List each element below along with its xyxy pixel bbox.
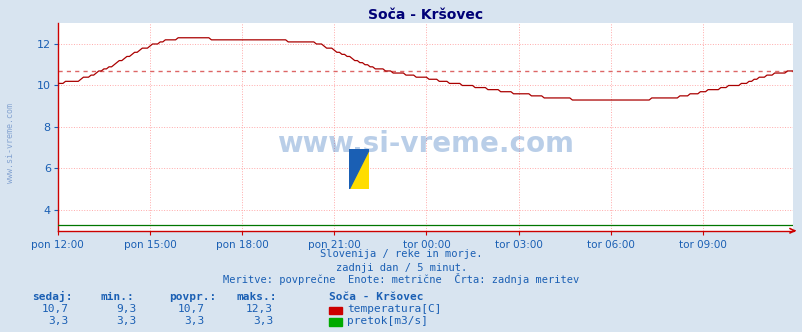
Text: zadnji dan / 5 minut.: zadnji dan / 5 minut.	[335, 263, 467, 273]
Text: Meritve: povprečne  Enote: metrične  Črta: zadnja meritev: Meritve: povprečne Enote: metrične Črta:…	[223, 273, 579, 285]
Text: 9,3: 9,3	[116, 304, 136, 314]
Text: 3,3: 3,3	[253, 316, 273, 326]
Text: 3,3: 3,3	[184, 316, 205, 326]
Text: 3,3: 3,3	[116, 316, 136, 326]
Text: 3,3: 3,3	[48, 316, 68, 326]
Text: 10,7: 10,7	[41, 304, 68, 314]
Text: 12,3: 12,3	[245, 304, 273, 314]
Text: 10,7: 10,7	[177, 304, 205, 314]
Text: Slovenija / reke in morje.: Slovenija / reke in morje.	[320, 249, 482, 259]
Text: povpr.:: povpr.:	[168, 292, 216, 302]
Text: pretok[m3/s]: pretok[m3/s]	[346, 316, 427, 326]
Text: maks.:: maks.:	[237, 292, 277, 302]
Text: min.:: min.:	[100, 292, 134, 302]
Title: Soča - Kršovec: Soča - Kršovec	[367, 8, 482, 22]
Text: sedaj:: sedaj:	[32, 291, 72, 302]
Text: www.si-vreme.com: www.si-vreme.com	[6, 103, 15, 183]
Polygon shape	[349, 149, 369, 189]
Text: www.si-vreme.com: www.si-vreme.com	[277, 129, 573, 158]
Polygon shape	[349, 149, 369, 189]
Text: Soča - Kršovec: Soča - Kršovec	[329, 292, 423, 302]
Text: temperatura[C]: temperatura[C]	[346, 304, 441, 314]
